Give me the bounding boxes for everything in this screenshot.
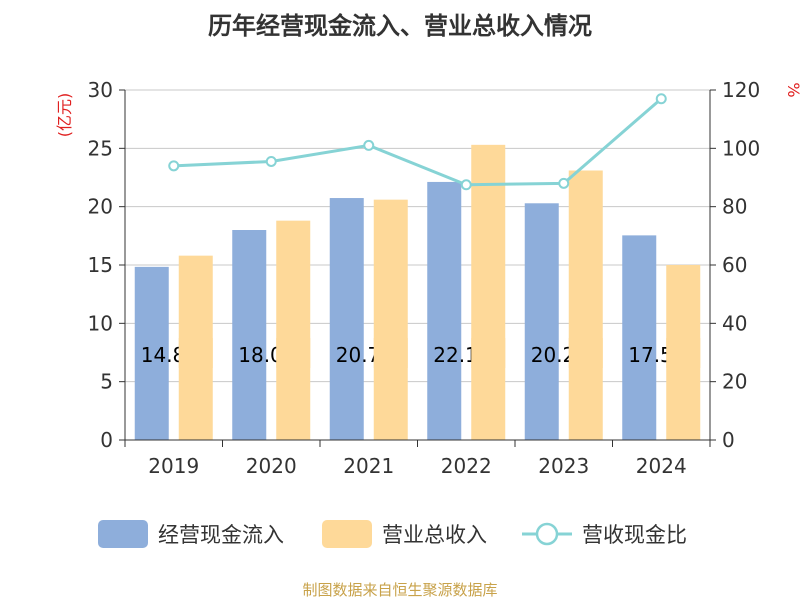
y-left-tick-label: 15 [88, 253, 113, 277]
bar-revenue-overlap [471, 338, 506, 368]
y-right-tick-label: 40 [722, 311, 747, 335]
line-point [558, 177, 570, 189]
y-right-tick-label: 120 [722, 78, 760, 102]
bar-cash-inflow [524, 203, 559, 440]
legend-cash-inflow: 经营现金流入 [98, 520, 284, 548]
bar-revenue [471, 144, 506, 441]
bar-cash-inflow [134, 266, 169, 440]
line-point [168, 160, 180, 172]
bar-revenue [568, 170, 603, 440]
bar-layer [134, 144, 701, 441]
line-point [460, 179, 472, 191]
bar-revenue-overlap [178, 338, 213, 368]
y-right-tick-label: 0 [722, 428, 735, 452]
legend-ratio: 营收现金比 [522, 522, 687, 547]
line-revenue-cash-ratio [173, 97, 663, 187]
x-tick-label: 2020 [246, 454, 297, 478]
x-tick-label: 2019 [148, 454, 199, 478]
x-tick-label: 2021 [343, 454, 394, 478]
line-point [265, 155, 277, 167]
y-left-tick-label: 20 [88, 195, 113, 219]
y-right-tick-label: 100 [722, 136, 760, 160]
legend-label: 营业总收入 [382, 523, 487, 547]
axes: 0 5 10 15 20 25 30 0 20 40 60 80 100 120 (亿元)% 2019 2020… [55, 78, 800, 478]
y-right-tick-label: 80 [722, 195, 747, 219]
bar-revenue [373, 199, 408, 440]
line-point [363, 139, 375, 151]
y-left-tick-label: 5 [100, 370, 113, 394]
y-right-unit-label: % [784, 82, 800, 97]
bar-revenue [276, 220, 311, 440]
bar-cash-inflow [427, 181, 462, 440]
legend-label: 经营现金流入 [158, 523, 284, 547]
line-layer [168, 93, 667, 191]
y-left-tick-label: 30 [88, 78, 113, 102]
bar-cash-inflow [622, 235, 657, 440]
y-left-tick-label: 0 [100, 428, 113, 452]
bar-cash-inflow [232, 230, 267, 440]
y-left-tick-label: 10 [88, 311, 113, 335]
legend-swatch-marker [535, 522, 559, 546]
legend-swatch [322, 520, 372, 548]
y-left-tick-label: 25 [88, 136, 113, 160]
source-note: 制图数据来自恒生聚源数据库 [302, 581, 498, 599]
y-right-tick-label: 20 [722, 370, 747, 394]
legend-revenue: 营业总收入 [322, 520, 487, 548]
legend: 经营现金流入 营业总收入 营收现金比 [98, 520, 687, 548]
bar-cash-inflow [329, 198, 364, 440]
bar-revenue-overlap [666, 338, 701, 368]
bar-revenue-overlap [568, 338, 603, 368]
y-left-unit-label: (亿元) [55, 93, 74, 138]
bar-revenue-overlap [373, 338, 408, 368]
x-tick-label: 2024 [636, 454, 687, 478]
legend-swatch [98, 520, 148, 548]
line-point [655, 93, 667, 105]
x-tick-label: 2023 [538, 454, 589, 478]
y-right-tick-label: 60 [722, 253, 747, 277]
bar-labels: 14.842 18.008 20.742 22.122 20.293 17.548 [141, 338, 701, 368]
grid-lines [125, 89, 710, 383]
legend-label: 营收现金比 [582, 523, 687, 547]
bar-revenue-overlap [276, 338, 311, 368]
chart-title: 历年经营现金流入、营业总收入情况 [208, 12, 592, 40]
x-tick-label: 2022 [441, 454, 492, 478]
